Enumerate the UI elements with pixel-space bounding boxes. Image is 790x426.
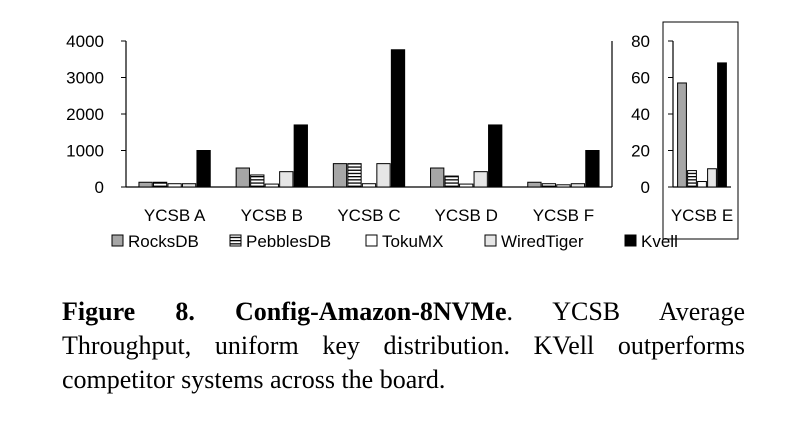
bar-kvell-ycsb-e	[717, 62, 727, 188]
bar-wiredtiger-ycsb-b	[279, 171, 294, 188]
bar-tokumx-ycsb-d	[459, 183, 474, 188]
caption-text: . YCSB Average Throughput, uniform key d…	[62, 297, 745, 394]
bar-rocksdb-ycsb-e	[677, 82, 687, 188]
ycsb-e-panel-border	[662, 21, 739, 240]
main-y-tick-label: 4000	[66, 32, 104, 51]
bar-tokumx-ycsb-a	[167, 183, 182, 188]
ycsb-e-plot: 0 20 40 60 80 YCSB E	[631, 21, 739, 240]
legend-swatch-tokumx	[365, 234, 378, 247]
bar-kvell-ycsb-a	[196, 150, 211, 188]
category-label-ycsb-f: YCSB F	[533, 206, 594, 225]
category-label-ycsb-e: YCSB E	[671, 206, 733, 225]
bar-pebblesdb-ycsb-b	[250, 174, 265, 188]
main-y-tick-label: 0	[95, 178, 104, 197]
bar-pebblesdb-ycsb-d	[444, 175, 459, 188]
bar-wiredtiger-ycsb-a	[181, 183, 197, 188]
legend: RocksDB PebblesDB TokuMX WiredTiger Kvell	[111, 232, 678, 251]
category-label-ycsb-b: YCSB B	[241, 206, 303, 225]
main-plot: 0 1000 2000 3000 4000 YCSB A YCSB B YCSB C YCSB …	[66, 32, 613, 225]
category-label-ycsb-d: YCSB D	[435, 206, 498, 225]
bar-wiredtiger-ycsb-d	[473, 171, 488, 188]
bar-wiredtiger-ycsb-e	[707, 168, 717, 188]
bar-kvell-ycsb-f	[585, 150, 600, 188]
main-y-tick-label: 1000	[66, 142, 104, 161]
main-y-tick-label: 3000	[66, 69, 104, 88]
main-y-tick-label: 2000	[66, 105, 104, 124]
e-y-tick-label: 60	[631, 69, 650, 88]
bar-wiredtiger-ycsb-c	[376, 163, 391, 188]
legend-label-kvell: Kvell	[641, 232, 678, 251]
bar-rocksdb-ycsb-d	[430, 167, 445, 188]
bar-rocksdb-ycsb-f	[527, 181, 542, 188]
bar-pebblesdb-ycsb-e	[687, 170, 697, 188]
figure-caption: Figure 8. Config-Amazon-8NVMe. YCSB Aver…	[62, 295, 745, 397]
figure-chart: 0 1000 2000 3000 4000 YCSB A YCSB B YCSB C YCSB …	[66, 21, 739, 251]
bar-kvell-ycsb-c	[390, 49, 406, 188]
legend-swatch-wiredtiger	[484, 234, 497, 247]
legend-swatch-kvell	[624, 234, 637, 247]
bar-tokumx-ycsb-b	[264, 183, 279, 188]
legend-label-tokumx: TokuMX	[382, 232, 443, 251]
bar-tokumx-ycsb-e	[697, 181, 707, 188]
e-y-tick-label: 20	[631, 142, 650, 161]
bar-pebblesdb-ycsb-c	[347, 163, 362, 188]
legend-swatch-rocksdb	[111, 234, 124, 247]
caption-label: Figure 8.	[62, 297, 195, 326]
caption-title: Config-Amazon-8NVMe	[235, 297, 507, 326]
legend-swatch-pebblesdb	[229, 234, 242, 247]
legend-label-rocksdb: RocksDB	[128, 232, 199, 251]
category-label-ycsb-a: YCSB A	[144, 206, 206, 225]
bar-rocksdb-ycsb-b	[235, 167, 250, 188]
e-y-tick-label: 80	[631, 32, 650, 51]
bar-kvell-ycsb-b	[293, 124, 308, 188]
bar-rocksdb-ycsb-a	[138, 181, 153, 188]
bar-kvell-ycsb-d	[488, 124, 503, 188]
e-y-tick-label: 40	[631, 105, 650, 124]
bar-tokumx-ycsb-f	[556, 184, 571, 188]
bar-pebblesdb-ycsb-a	[152, 181, 168, 188]
bar-wiredtiger-ycsb-f	[570, 183, 586, 188]
bar-tokumx-ycsb-c	[361, 183, 377, 188]
e-y-tick-label: 0	[641, 178, 650, 197]
legend-label-pebblesdb: PebblesDB	[246, 232, 331, 251]
bar-rocksdb-ycsb-c	[332, 163, 348, 188]
bar-pebblesdb-ycsb-f	[541, 183, 557, 188]
legend-label-wiredtiger: WiredTiger	[501, 232, 584, 251]
category-label-ycsb-c: YCSB C	[337, 206, 400, 225]
